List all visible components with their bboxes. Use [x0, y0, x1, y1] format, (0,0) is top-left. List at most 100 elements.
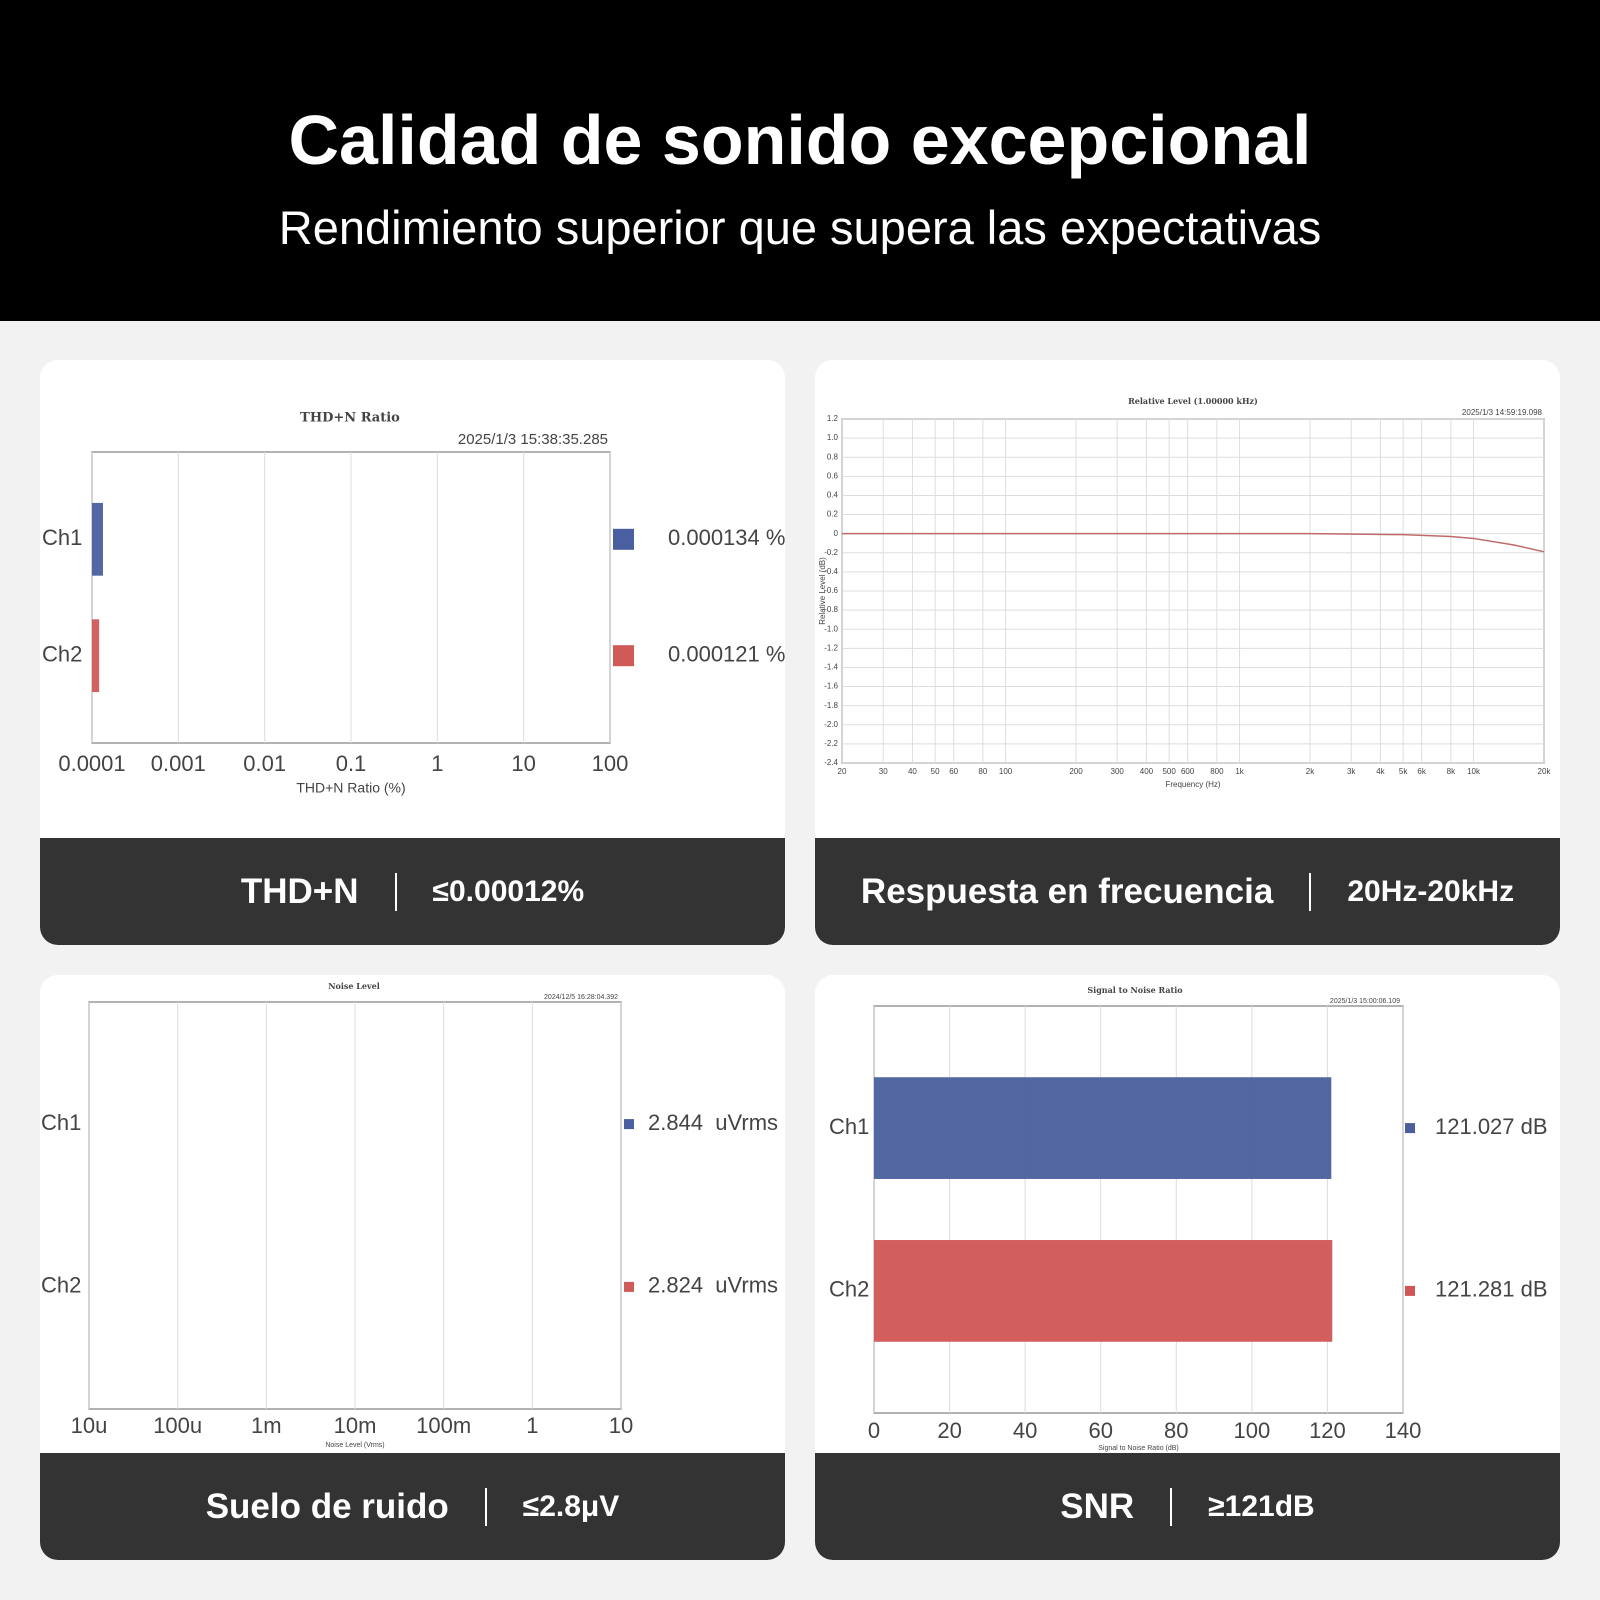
x-tick-label: 200 — [1069, 767, 1083, 776]
bar — [92, 619, 100, 693]
timestamp: 2024/12/5 16:28:04.392 — [544, 994, 618, 1001]
legend-swatch — [613, 528, 634, 550]
chart-title: Noise Level — [328, 981, 380, 991]
x-tick-label: 80 — [1164, 1418, 1188, 1443]
chart: Relative Level (1.00000 kHz) 2025/1/3 14:… — [818, 396, 1552, 789]
x-tick-label: 10u — [71, 1413, 108, 1438]
legend-swatch — [1405, 1285, 1415, 1296]
chart-title: Relative Level (1.00000 kHz) — [1128, 396, 1258, 406]
x-tick-label: 5k — [1399, 767, 1408, 776]
x-tick-label: 10m — [334, 1413, 377, 1438]
chart: THD+N Ratio 2025/1/3 15:38:35.285 0.0001 0.… — [42, 411, 785, 796]
x-tick-label: 30 — [879, 767, 888, 776]
divider — [1170, 1487, 1173, 1526]
timestamp: 2025/1/3 15:38:35.285 — [458, 431, 608, 448]
y-tick-label: -0.2 — [824, 548, 838, 557]
x-tick-label: 20 — [937, 1418, 961, 1443]
plot-area — [873, 1005, 1404, 1414]
value-label: 121.027 dB — [1435, 1114, 1548, 1139]
x-tick-label: 120 — [1309, 1418, 1346, 1443]
card: Relative Level (1.00000 kHz) 2025/1/3 14:… — [815, 360, 1560, 945]
chart: Noise Level 2024/12/5 16:28:04.392 10u 100u… — [41, 981, 778, 1449]
x-tick-label: 20 — [838, 767, 847, 776]
x-tick-label: 40 — [908, 767, 917, 776]
y-tick-label: -1.2 — [824, 643, 838, 652]
value-label: 2.844 uVrms — [648, 1110, 778, 1135]
x-tick-label: 140 — [1385, 1418, 1422, 1443]
y-tick-label: 0.2 — [827, 510, 839, 519]
category-label: Ch2 — [829, 1277, 869, 1302]
x-tick-label: 300 — [1111, 767, 1125, 776]
divider — [394, 872, 397, 911]
y-tick-label: -2.4 — [824, 758, 838, 767]
x-tick-label: 8k — [1447, 767, 1456, 776]
subtitle: Rendimiento superior que supera las expe… — [278, 201, 1322, 254]
x-tick-label: 100m — [416, 1413, 471, 1438]
caption: THD+N ≤0.00012% — [40, 838, 785, 945]
caption-label: Respuesta en frecuencia — [860, 871, 1274, 911]
x-tick-label: 2k — [1306, 767, 1315, 776]
caption: Suelo de ruido ≤2.8μV — [40, 1453, 785, 1560]
x-axis-label: Signal to Noise Ratio (dB) — [1098, 1445, 1179, 1452]
y-tick-label: 0.6 — [827, 471, 839, 480]
x-tick-label: 0.1 — [336, 751, 367, 776]
value-label: 0.000121 % — [668, 642, 785, 667]
caption: SNR ≥121dB — [815, 1453, 1560, 1560]
legend-swatch — [613, 645, 634, 667]
x-axis-label: Noise Level (Vrms) — [325, 1442, 384, 1449]
y-tick-label: -0.4 — [824, 567, 838, 576]
caption-value: ≥121dB — [1208, 1489, 1315, 1523]
x-tick-label: 1k — [1235, 767, 1244, 776]
x-tick-label: 1m — [251, 1413, 282, 1438]
y-tick-label: 0 — [834, 529, 839, 538]
x-tick-label: 800 — [1210, 767, 1224, 776]
x-tick-label: 1 — [431, 751, 443, 776]
caption-value: 20Hz-20kHz — [1347, 874, 1515, 908]
y-axis-label: Relative Level (dB) — [818, 557, 827, 625]
x-tick-label: 6k — [1417, 767, 1426, 776]
legend-swatch — [1405, 1123, 1415, 1134]
x-tick-label: 50 — [931, 767, 940, 776]
x-tick-label: 600 — [1181, 767, 1195, 776]
x-tick-label: 80 — [978, 767, 987, 776]
x-tick-label: 100 — [592, 751, 629, 776]
x-tick-label: 1 — [526, 1413, 538, 1438]
category-label: Ch1 — [829, 1114, 869, 1139]
x-tick-label: 100 — [999, 767, 1013, 776]
category-label: Ch2 — [42, 642, 82, 667]
x-tick-label: 40 — [1013, 1418, 1037, 1443]
header: Calidad de sonido excepcional Rendimient… — [0, 0, 1600, 321]
x-tick-label: 4k — [1376, 767, 1385, 776]
x-tick-label: 400 — [1140, 767, 1154, 776]
category-label: Ch1 — [41, 1110, 81, 1135]
category-label: Ch1 — [42, 525, 82, 550]
bar — [874, 1077, 1332, 1179]
caption-value: ≤2.8μV — [522, 1489, 620, 1523]
y-tick-label: -2.0 — [824, 720, 838, 729]
card: Signal to Noise Ratio 2025/1/3 15:00:06.1… — [815, 975, 1560, 1560]
card: THD+N Ratio 2025/1/3 15:38:35.285 0.0001 0.… — [40, 360, 785, 945]
y-tick-label: -1.6 — [824, 682, 838, 691]
x-tick-label: 10 — [609, 1413, 633, 1438]
caption-label: THD+N — [240, 871, 359, 911]
x-tick-label: 100 — [1233, 1418, 1270, 1443]
x-tick-label: 10k — [1467, 767, 1481, 776]
x-tick-label: 3k — [1347, 767, 1356, 776]
y-tick-label: -2.2 — [824, 739, 838, 748]
y-tick-label: -1.0 — [824, 624, 838, 633]
value-label: 121.281 dB — [1435, 1277, 1548, 1302]
x-axis-label: Frequency (Hz) — [1165, 780, 1220, 789]
x-tick-label: 100u — [153, 1413, 202, 1438]
y-tick-label: 1.0 — [827, 433, 839, 442]
x-tick-label: 500 — [1162, 767, 1176, 776]
divider — [1309, 872, 1312, 911]
x-axis-label: THD+N Ratio (%) — [296, 780, 405, 796]
y-tick-label: 0.8 — [827, 452, 839, 461]
timestamp: 2025/1/3 14:59:19.098 — [1462, 408, 1543, 417]
x-tick-label: 60 — [1088, 1418, 1112, 1443]
caption-label: Suelo de ruido — [205, 1486, 449, 1526]
y-tick-label: -1.8 — [824, 701, 838, 710]
chart: Signal to Noise Ratio 2025/1/3 15:00:06.1… — [829, 985, 1548, 1452]
x-tick-label: 10 — [511, 751, 535, 776]
x-tick-label: 20k — [1538, 767, 1552, 776]
